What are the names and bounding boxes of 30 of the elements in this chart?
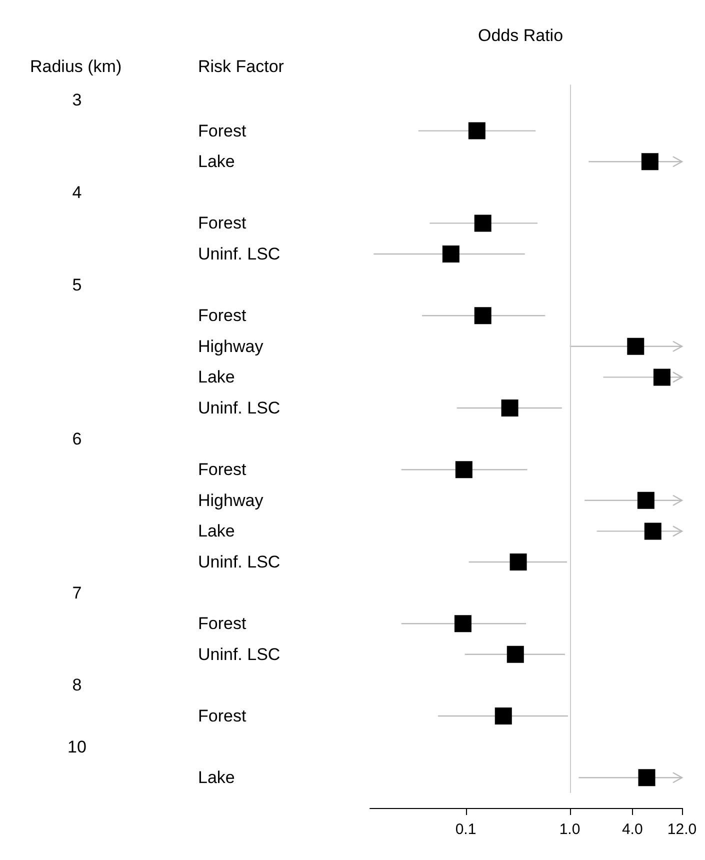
- y-tick-label: Uninf. LSC: [198, 398, 280, 418]
- text: 4: [72, 182, 82, 202]
- y-tick-label: Forest: [198, 614, 246, 634]
- y-tick-label: Lake: [198, 522, 235, 541]
- y-tick-label: Uninf. LSC: [198, 244, 280, 264]
- y-tick-label: Lake: [198, 368, 235, 387]
- text: 5: [72, 275, 82, 294]
- y-tick-label: Highway: [198, 490, 264, 510]
- x-tick-label: 0.1: [455, 821, 476, 838]
- x-axis-title: Odds Ratio: [478, 26, 564, 45]
- y-tick-label: Lake: [198, 152, 235, 172]
- y-tick-label: Forest: [198, 460, 246, 480]
- y-tick-label: Uninf. LSC: [198, 644, 280, 664]
- y-tick-label: Lake: [198, 768, 235, 788]
- x-tick-label: 12.0: [667, 821, 697, 838]
- y-tick-label: Highway: [198, 336, 264, 356]
- x-tick-label: 4.0: [622, 821, 643, 838]
- y-tick-label: Uninf. LSC: [198, 552, 280, 572]
- text: 3: [72, 90, 82, 110]
- y-tick-label: Forest: [198, 306, 246, 326]
- y-tick-label: Forest: [198, 121, 246, 140]
- text: Radius (km): [30, 57, 122, 76]
- y-tick-label: Forest: [198, 706, 246, 726]
- text: 10: [68, 737, 86, 756]
- text: 7: [72, 583, 82, 602]
- text: 6: [72, 429, 82, 448]
- x-tick-label: 1.0: [559, 821, 580, 838]
- y-tick-label: Forest: [198, 214, 246, 233]
- text: 8: [72, 676, 82, 695]
- text: Risk Factor: [198, 57, 284, 76]
